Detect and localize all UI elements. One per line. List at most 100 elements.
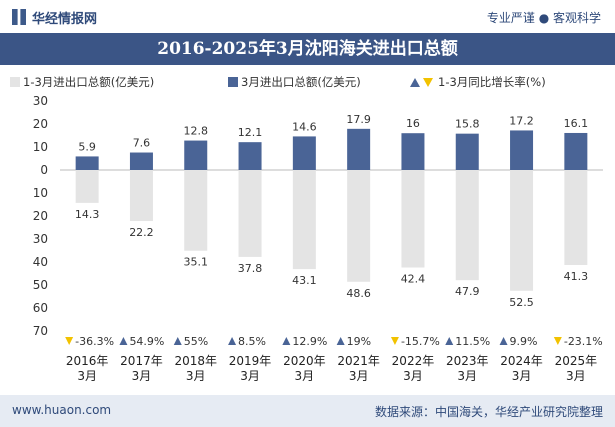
x-tick-label: 2024年 <box>500 354 543 368</box>
label-growth: -36.3% <box>75 335 114 348</box>
bar-cumulative <box>455 170 479 281</box>
x-tick-label: 3月 <box>457 369 477 383</box>
legend-label-0: 1-3月进出口总额(亿美元) <box>23 75 154 89</box>
logo-text: 华经情报网 <box>32 11 98 27</box>
bar-cumulative <box>510 170 534 291</box>
x-tick-label: 2023年 <box>446 354 489 368</box>
growth-up-triangle-icon <box>173 337 182 345</box>
legend-swatch-0 <box>10 77 20 87</box>
label-cumulative: 35.1 <box>184 256 209 269</box>
logo-icon <box>12 9 26 25</box>
growth-up-triangle-icon <box>228 337 237 345</box>
label-cumulative: 43.1 <box>292 274 317 287</box>
bar-cumulative <box>564 170 588 265</box>
x-tick-label: 2020年 <box>283 354 326 368</box>
label-march: 5.9 <box>78 140 96 153</box>
x-tick-label: 2016年 <box>66 354 109 368</box>
bar-march <box>75 156 99 170</box>
y-tick-label: 20 <box>33 117 48 131</box>
bar-march <box>292 136 316 170</box>
chart-title: 2016-2025年3月沈阳海关进出口总额 <box>157 39 458 59</box>
x-tick-label: 3月 <box>512 369 532 383</box>
bar-cumulative <box>75 170 99 203</box>
label-growth: 19% <box>347 335 371 348</box>
label-march: 16.1 <box>564 117 589 130</box>
x-tick-label: 2025年 <box>555 354 598 368</box>
bar-march <box>564 132 588 170</box>
bar-march <box>129 152 153 170</box>
label-cumulative: 22.2 <box>129 226 154 239</box>
label-growth: 8.5% <box>238 335 266 348</box>
label-march: 15.8 <box>455 118 480 131</box>
label-cumulative: 48.6 <box>346 287 371 300</box>
bar-march <box>510 130 534 170</box>
x-tick-label: 3月 <box>295 369 315 383</box>
label-growth: -15.7% <box>401 335 440 348</box>
label-march: 16 <box>406 117 420 130</box>
x-tick-label: 3月 <box>566 369 586 383</box>
label-march: 7.6 <box>133 137 151 150</box>
x-tick-label: 3月 <box>132 369 152 383</box>
y-tick-label: 20 <box>33 209 48 223</box>
growth-down-triangle-icon <box>65 337 74 345</box>
bar-march <box>184 140 208 170</box>
chart: 1-3月进出口总额(亿美元) 3月进出口总额(亿美元) 1-3月同比增长率(%) 30… <box>10 75 603 383</box>
label-march: 17.2 <box>509 114 534 127</box>
label-growth: 11.5% <box>455 335 490 348</box>
x-tick-label: 2018年 <box>174 354 217 368</box>
legend-down-triangle-icon <box>423 78 433 87</box>
top-header: 华经情报网 专业严谨 ● 客观科学 <box>0 0 615 33</box>
bar-march <box>238 142 262 170</box>
label-cumulative: 47.9 <box>455 285 480 298</box>
slogan: 专业严谨 ● 客观科学 <box>486 11 601 25</box>
growth-up-triangle-icon <box>282 337 291 345</box>
legend-swatch-1 <box>228 77 238 87</box>
growth-up-triangle-icon <box>336 337 345 345</box>
y-tick-label: 50 <box>33 278 48 292</box>
data-source: 数据来源：中国海关，华经产业研究院整理 <box>374 405 603 419</box>
label-growth: 54.9% <box>129 335 164 348</box>
label-growth: 55% <box>184 335 208 348</box>
y-tick-label: 10 <box>33 140 48 154</box>
x-tick-label: 3月 <box>349 369 369 383</box>
title-bar: 2016-2025年3月沈阳海关进出口总额 <box>0 33 615 65</box>
x-tick-label: 2021年 <box>337 354 380 368</box>
bar-cumulative <box>401 170 425 268</box>
bar-march <box>347 128 371 170</box>
y-tick-label: 0 <box>40 163 48 177</box>
legend-label-1: 3月进出口总额(亿美元) <box>241 75 361 89</box>
growth-up-triangle-icon <box>499 337 508 345</box>
y-tick-label: 60 <box>33 301 48 315</box>
label-growth: 9.9% <box>510 335 538 348</box>
y-tick-label: 70 <box>33 324 48 338</box>
footer: www.huaon.com 数据来源：中国海关，华经产业研究院整理 <box>0 395 615 427</box>
bar-march <box>401 133 425 170</box>
bar-cumulative <box>129 170 153 222</box>
bar-cumulative <box>347 170 371 282</box>
growth-up-triangle-icon <box>119 337 128 345</box>
legend: 1-3月进出口总额(亿美元) 3月进出口总额(亿美元) 1-3月同比增长率(%) <box>10 75 546 89</box>
legend-label-2: 1-3月同比增长率(%) <box>438 75 546 89</box>
website-link[interactable]: www.huaon.com <box>12 403 112 417</box>
y-tick-label: 40 <box>33 255 48 269</box>
label-cumulative: 14.3 <box>75 208 100 221</box>
bar-cumulative <box>292 170 316 270</box>
x-tick-label: 2022年 <box>392 354 435 368</box>
label-march: 12.1 <box>238 126 263 139</box>
growth-down-triangle-icon <box>390 337 399 345</box>
x-tick-label: 3月 <box>186 369 206 383</box>
y-tick-label: 30 <box>33 232 48 246</box>
label-growth: 12.9% <box>292 335 327 348</box>
label-march: 14.6 <box>292 120 317 133</box>
growth-up-triangle-icon <box>445 337 454 345</box>
label-march: 12.8 <box>184 125 209 138</box>
label-cumulative: 52.5 <box>509 296 534 309</box>
growth-down-triangle-icon <box>553 337 562 345</box>
label-march: 17.9 <box>346 113 371 126</box>
bar-cumulative <box>238 170 262 257</box>
x-tick-label: 3月 <box>240 369 260 383</box>
y-tick-label: 30 <box>33 94 48 108</box>
bar-cumulative <box>184 170 208 251</box>
y-tick-label: 10 <box>33 186 48 200</box>
brand-logo[interactable]: 华经情报网 <box>12 8 98 27</box>
